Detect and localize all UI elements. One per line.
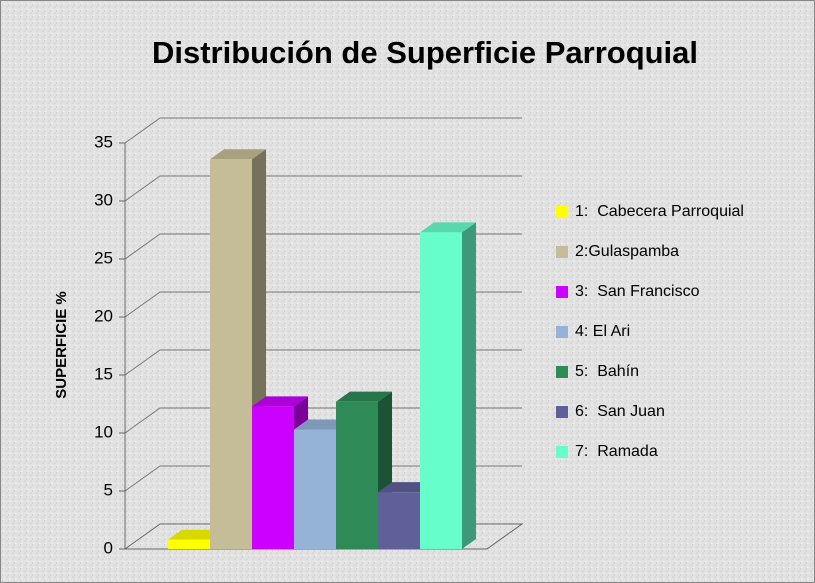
legend-swatch [556, 246, 568, 258]
bar-front [294, 429, 336, 549]
y-tick-label: 15 [94, 364, 113, 383]
grid-line [124, 465, 522, 492]
legend-swatch [556, 206, 568, 218]
legend-label: 5: Bahín [575, 363, 639, 380]
y-tick-label: 20 [94, 306, 113, 325]
bar-front [336, 401, 378, 549]
grid-line [124, 291, 522, 318]
bar-top [252, 396, 308, 407]
grid-line [124, 407, 522, 434]
legend-swatch [556, 406, 568, 418]
bar [420, 222, 476, 549]
bar-front [168, 539, 210, 549]
bar-front [252, 406, 294, 549]
legend-swatch [556, 446, 568, 458]
grid-line [124, 175, 522, 202]
y-tick-label: 35 [94, 132, 113, 151]
y-tick-label: 10 [94, 422, 113, 441]
y-tick-label: 0 [104, 538, 113, 557]
chart-title: Distribución de Superficie Parroquial [152, 35, 698, 70]
y-tick-label: 30 [94, 190, 113, 209]
bar-side [462, 222, 476, 549]
legend-label: 4: El Ari [575, 323, 630, 340]
legend-label: 3: San Francisco [575, 283, 700, 300]
grid-line [124, 233, 522, 260]
bar-top [336, 391, 392, 402]
legend-swatch [556, 286, 568, 298]
y-axis-label: SUPERFICIE % [53, 291, 70, 399]
legend-swatch [556, 326, 568, 338]
bar-front [420, 232, 462, 549]
bar-top [210, 149, 266, 160]
legend-label: 7: Ramada [575, 443, 658, 460]
bar-front [378, 492, 420, 549]
bar-front [210, 159, 252, 550]
y-tick-label: 5 [104, 480, 113, 499]
grid-line [124, 117, 522, 144]
y-tick-label: 25 [94, 248, 113, 267]
legend-label: 6: San Juan [575, 403, 665, 420]
legend-label: 2:Gulaspamba [575, 243, 679, 260]
bar [210, 149, 266, 550]
grid-line [124, 349, 522, 376]
legend-label: 1: Cabecera Parroquial [575, 203, 744, 220]
bar-top [420, 222, 476, 233]
legend-swatch [556, 366, 568, 378]
